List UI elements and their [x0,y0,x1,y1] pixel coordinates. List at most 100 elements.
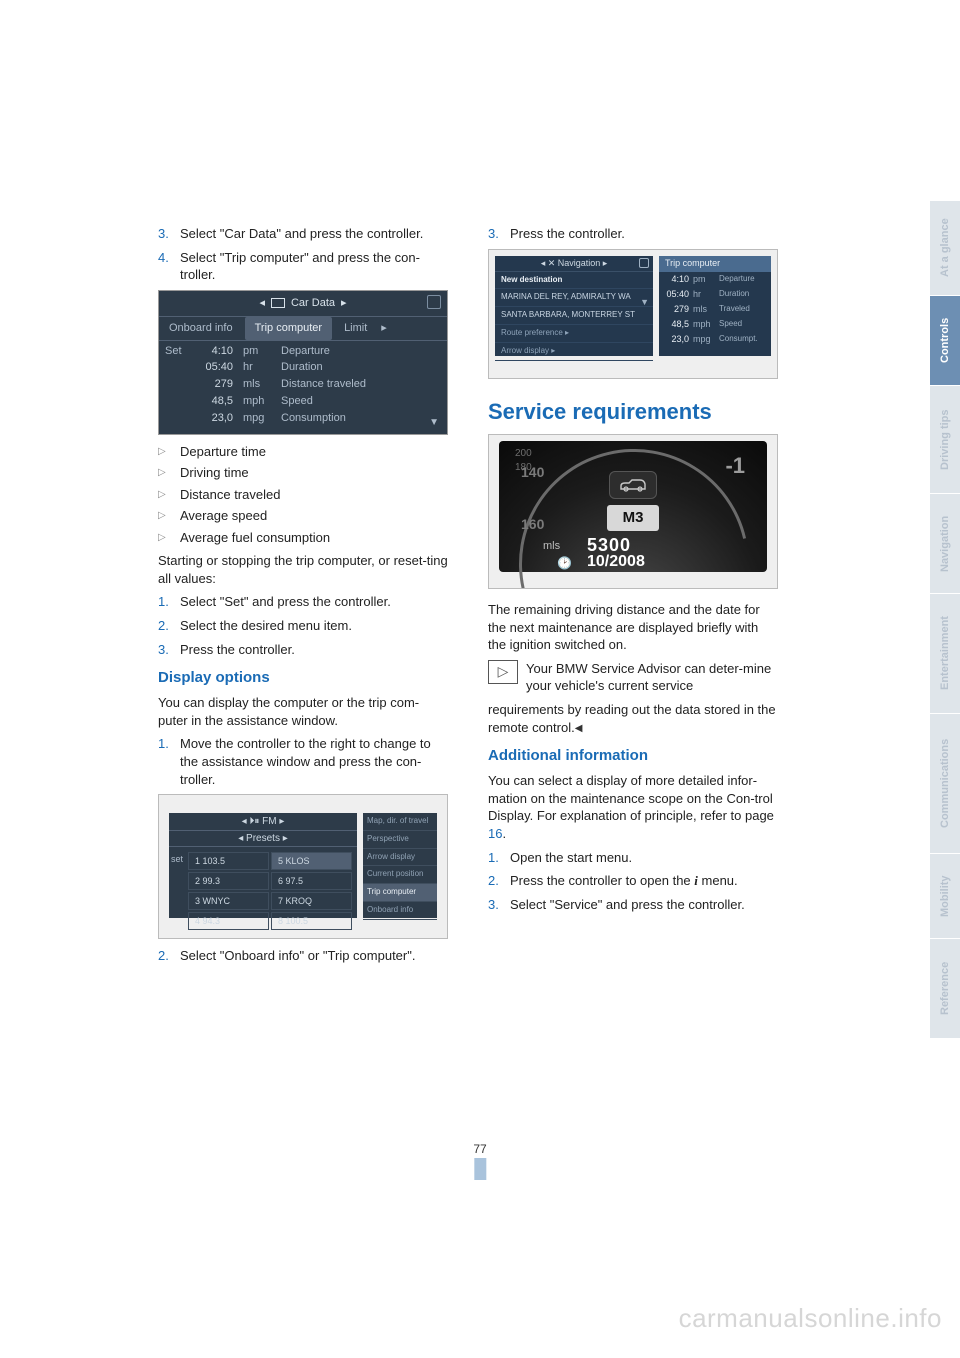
clock-icon: 🕑 [557,555,572,571]
table-row: 23,0mpgConsumpt. [659,332,771,347]
cell-value: 23,0 [191,411,243,426]
cell-value: 4:10 [191,344,243,359]
chevron-down-icon: ▼ [429,416,439,430]
gauge-tick: 140 [521,463,544,482]
manual-page: At a glance Controls Driving tips Naviga… [0,0,960,1358]
preset-cell: 1 103.5 [188,852,269,870]
tab-mobility[interactable]: Mobility [930,853,960,938]
list-text: Select "Onboard info" or "Trip computer"… [180,947,448,965]
note-text-cont: requirements by reading out the data sto… [488,702,776,735]
chevron-down-icon: ▼ [640,296,649,308]
content-area: 3. Select "Car Data" and press the contr… [158,225,778,971]
side-item: Onboard info [363,902,437,920]
dash-bg: 200 180 140 160 -1 M3 mls 5300 🕑 10/2008 [499,441,767,572]
list-text: Distance traveled [180,486,448,504]
cell-unit: pm [243,344,281,359]
note-icon: ▷ [488,660,518,684]
list-item: 2.Press the controller to open the i men… [488,872,778,890]
list-text: Select "Service" and press the controlle… [510,896,778,914]
page-link[interactable]: 16 [488,826,502,841]
gauge-neg1: -1 [725,451,745,481]
sc2-subheader: ◂ Presets ▸ [169,831,357,847]
list-item: 4. Select "Trip computer" and press the … [158,249,448,284]
corner-icon [639,258,649,268]
table-row: 23,0 mpg Consumption [159,410,447,427]
screenshot-tabs: Onboard info Trip computer Limit ▸ [159,317,447,341]
bullet-icon: ▷ [158,507,180,525]
gauge-tick: 160 [521,515,544,534]
side-item: Trip computer [363,884,437,902]
list-number: 1. [158,735,180,788]
list-item: 2.Select the desired menu item. [158,617,448,635]
list-text: Driving time [180,464,448,482]
paragraph: Starting or stopping the trip computer, … [158,552,448,587]
side-item: Perspective [363,831,437,849]
side-item: Current position [363,866,437,884]
para-text: . [502,826,506,841]
corner-icon [427,295,441,309]
arrow-right-icon: ▸ [341,296,347,311]
tab-navigation[interactable]: Navigation [930,493,960,593]
heading-service-requirements: Service requirements [488,397,778,427]
list-text: Select "Car Data" and press the controll… [180,225,448,243]
list-text: Select the desired menu item. [180,617,448,635]
nav-item: Arrow display ▸ [495,343,653,361]
screenshot-fm-presets: ◂ ⏵⏸ FM ▸ ◂ Presets ▸ set 1 103.5 5 KLOS… [158,794,448,939]
tab-entertainment[interactable]: Entertainment [930,593,960,713]
car-icon [609,471,657,499]
list-item: 1.Select "Set" and press the controller. [158,593,448,611]
note-text: Your BMW Service Advisor can deter-mine … [526,660,778,695]
list-number: 1. [488,849,510,867]
heading-display-options: Display options [158,668,448,688]
list-text: Average speed [180,507,448,525]
sc3-left-panel: ◂ ✕ Navigation ▸ New destination MARINA … [495,256,653,356]
bullet-icon: ▷ [158,464,180,482]
list-text: Departure time [180,443,448,461]
list-text: Open the start menu. [510,849,778,867]
list-text: Press the controller to open the i menu. [510,872,778,890]
cell-unit: mpg [243,411,281,426]
watermark: carmanualsonline.info [679,1303,942,1334]
sc3-right-header: Trip computer [659,256,771,272]
tab-communications[interactable]: Communications [930,713,960,853]
list-text: Move the controller to the right to chan… [180,735,448,788]
list-text: Press the controller. [180,641,448,659]
tab-driving-tips[interactable]: Driving tips [930,385,960,493]
list-text: Select "Trip computer" and press the con… [180,249,448,284]
list-item: ▷Distance traveled [158,486,448,504]
table-row: 279 mls Distance traveled [159,376,447,393]
tab-reference[interactable]: Reference [930,938,960,1038]
cell-unit: mls [243,377,281,392]
nav-item: SANTA BARBARA, MONTERREY ST [495,307,653,325]
paragraph: requirements by reading out the data sto… [488,701,778,736]
list-text: Select "Set" and press the controller. [180,593,448,611]
set-label: set [171,853,183,865]
sc2-header: ◂ ⏵⏸ FM ▸ [169,813,357,831]
list-item: ▷Average speed [158,507,448,525]
list-number: 4. [158,249,180,284]
list-text: Press the controller. [510,225,778,243]
list-number: 3. [158,641,180,659]
paragraph: You can select a display of more detaile… [488,772,778,842]
list-number: 3. [488,225,510,243]
bullet-icon: ▷ [158,443,180,461]
sc2-main-panel: ◂ ⏵⏸ FM ▸ ◂ Presets ▸ set 1 103.5 5 KLOS… [169,813,357,918]
table-row: 1 103.5 5 KLOS [187,851,353,871]
sc-tab-trip: Trip computer [245,317,332,340]
list-text: Average fuel consumption [180,529,448,547]
screen-icon [271,298,285,308]
cell-label: Speed [281,394,447,409]
table-row: 48,5mphSpeed [659,317,771,332]
tab-at-a-glance[interactable]: At a glance [930,200,960,295]
note: ▷ Your BMW Service Advisor can deter-min… [488,660,778,695]
cell-value: 05:40 [191,360,243,375]
mls-label: mls [543,539,560,554]
table-row: 05:40hrDuration [659,287,771,302]
bullet-icon: ▷ [158,529,180,547]
table-row: 48,5 mph Speed [159,393,447,410]
list-number: 2. [488,872,510,890]
sc2-side-panel: Map, dir. of travel Perspective Arrow di… [363,813,437,918]
tab-controls[interactable]: Controls [930,295,960,385]
list-item: 1.Open the start menu. [488,849,778,867]
nav-item: Route preference ▸ [495,325,653,343]
